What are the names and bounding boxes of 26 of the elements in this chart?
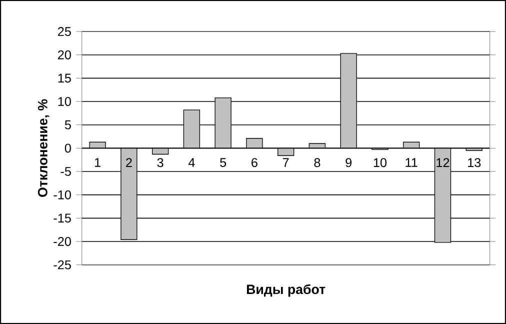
- y-tick-label: -15: [54, 214, 71, 223]
- y-tick-label: -20: [54, 237, 71, 246]
- x-tick-label: 4: [188, 158, 195, 167]
- y-tick-label: 15: [58, 74, 71, 83]
- x-tick-label: 7: [282, 158, 289, 167]
- x-tick-label: 10: [374, 158, 387, 168]
- x-tick-label: 8: [314, 158, 320, 168]
- x-tick-label: 3: [157, 158, 164, 168]
- x-tick-label: 9: [346, 158, 352, 168]
- x-tick-label: 13: [468, 158, 481, 168]
- x-tick-label: 1: [94, 158, 100, 167]
- y-tick-label: 10: [58, 97, 71, 106]
- x-tick-label: 11: [406, 158, 418, 167]
- y-tick-label: 0: [64, 144, 71, 153]
- x-axis-title: Виды работ: [246, 284, 326, 297]
- y-tick-label: 25: [58, 27, 71, 36]
- y-tick-label: -10: [54, 190, 71, 200]
- y-tick-label: -5: [60, 167, 71, 176]
- y-axis-title: Отклонение, %: [38, 99, 50, 197]
- x-tick-label: 6: [252, 158, 258, 168]
- x-tick-label: 5: [220, 158, 226, 167]
- y-tick-label: -25: [54, 260, 71, 270]
- x-tick-label: 12: [436, 158, 450, 167]
- x-tick-label: 2: [126, 158, 132, 167]
- y-tick-label: 20: [58, 50, 71, 60]
- y-tick-label: 5: [64, 120, 71, 130]
